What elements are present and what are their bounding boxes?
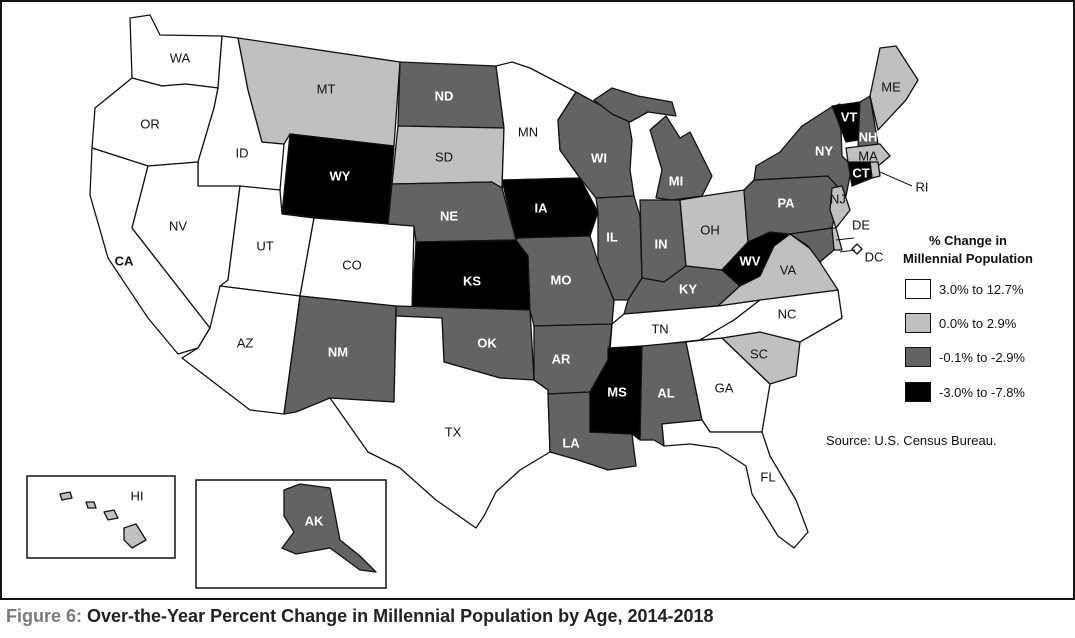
state-NY bbox=[753, 103, 853, 197]
figure-caption: Figure 6: Over-the-Year Percent Change i… bbox=[6, 606, 714, 627]
legend-label: 3.0% to 12.7% bbox=[939, 281, 1024, 297]
legend-swatch bbox=[905, 313, 931, 333]
legend-item: 3.0% to 12.7% bbox=[905, 278, 1024, 300]
legend-item: -3.0% to -7.8% bbox=[905, 381, 1025, 403]
legend-item: 0.0% to 2.9% bbox=[905, 312, 1016, 334]
label-NJ: NJ bbox=[830, 191, 846, 206]
label-NM: NM bbox=[328, 344, 348, 359]
label-VT: VT bbox=[841, 109, 858, 124]
legend-swatch bbox=[905, 347, 931, 367]
label-DE: DE bbox=[852, 217, 870, 232]
label-VA: VA bbox=[780, 262, 797, 277]
label-MT: MT bbox=[317, 81, 336, 96]
label-ND: ND bbox=[435, 88, 454, 103]
label-AL: AL bbox=[657, 385, 674, 400]
inset-alaska-box bbox=[195, 479, 387, 589]
label-TN: TN bbox=[651, 321, 668, 336]
state-WI bbox=[557, 91, 635, 199]
legend-title: % Change in Millennial Population bbox=[898, 232, 1038, 268]
label-OH: OH bbox=[700, 222, 720, 237]
label-WY: WY bbox=[330, 168, 351, 183]
label-OK: OK bbox=[477, 335, 497, 350]
state-MI bbox=[649, 115, 713, 201]
state-MD bbox=[789, 227, 835, 263]
state-MI-up bbox=[593, 87, 677, 123]
state-HI bbox=[123, 523, 147, 549]
label-MS: MS bbox=[607, 384, 627, 399]
legend-title-line1: % Change in bbox=[928, 233, 1007, 248]
label-NV: NV bbox=[169, 218, 187, 233]
label-TX: TX bbox=[445, 424, 462, 439]
dc-leader-line bbox=[839, 249, 856, 253]
us-map: WA OR CA ID NV MT WY UT AZ CO NM ND SD N… bbox=[26, 14, 929, 589]
state-HI-3 bbox=[85, 501, 97, 509]
label-WI: WI bbox=[591, 150, 607, 165]
label-NE: NE bbox=[440, 208, 458, 223]
label-OR: OR bbox=[140, 116, 160, 131]
inset-hawaii-box bbox=[26, 475, 176, 559]
state-DC bbox=[851, 243, 863, 255]
label-HI: HI bbox=[131, 488, 144, 503]
label-UT: UT bbox=[256, 238, 273, 253]
label-NC: NC bbox=[778, 306, 797, 321]
label-SC: SC bbox=[750, 346, 768, 361]
state-ME bbox=[869, 45, 919, 131]
label-ME: ME bbox=[881, 79, 901, 94]
label-DC: DC bbox=[865, 249, 884, 264]
legend-title-line2: Millennial Population bbox=[903, 251, 1033, 266]
legend-swatch bbox=[905, 279, 931, 299]
label-FL: FL bbox=[760, 469, 775, 484]
legend-label: 0.0% to 2.9% bbox=[939, 315, 1017, 331]
ri-leader-line bbox=[879, 171, 913, 187]
label-WV: WV bbox=[740, 253, 761, 268]
label-MA: MA bbox=[858, 148, 878, 163]
legend-swatch bbox=[905, 382, 931, 402]
label-CA: CA bbox=[115, 253, 134, 268]
label-LA: LA bbox=[562, 435, 580, 450]
state-IA bbox=[501, 177, 599, 241]
state-AK bbox=[281, 483, 377, 573]
state-HI-4 bbox=[59, 491, 73, 501]
label-IA: IA bbox=[535, 200, 549, 215]
label-MO: MO bbox=[551, 272, 572, 287]
md-leader-line bbox=[835, 237, 855, 241]
label-CT: CT bbox=[852, 165, 869, 180]
label-NH: NH bbox=[859, 129, 878, 144]
legend-label: -3.0% to -7.8% bbox=[939, 384, 1025, 400]
legend-item: -0.1% to -2.9% bbox=[905, 346, 1025, 368]
label-WA: WA bbox=[170, 50, 191, 65]
state-NC bbox=[699, 289, 843, 343]
legend-label: -0.1% to -2.9% bbox=[939, 349, 1025, 365]
state-FL bbox=[661, 419, 809, 549]
label-KS: KS bbox=[463, 273, 481, 288]
label-MN: MN bbox=[518, 124, 538, 139]
label-KY: KY bbox=[679, 281, 697, 296]
label-IL: IL bbox=[606, 229, 618, 244]
state-MA bbox=[845, 143, 891, 167]
label-SD: SD bbox=[435, 149, 453, 164]
label-ID: ID bbox=[236, 145, 249, 160]
caption-text: Over-the-Year Percent Change in Millenni… bbox=[82, 606, 714, 626]
label-GA: GA bbox=[715, 380, 734, 395]
label-PA: PA bbox=[777, 195, 795, 210]
label-IN: IN bbox=[655, 236, 668, 251]
state-TX bbox=[329, 315, 551, 529]
state-CT bbox=[847, 161, 873, 187]
state-HI-2 bbox=[103, 509, 119, 521]
label-CO: CO bbox=[342, 257, 362, 272]
label-AR: AR bbox=[552, 351, 571, 366]
label-RI: RI bbox=[916, 179, 929, 194]
label-MI: MI bbox=[669, 173, 683, 188]
state-NJ bbox=[829, 185, 851, 229]
caption-prefix: Figure 6: bbox=[6, 606, 83, 626]
label-AK: AK bbox=[305, 513, 324, 528]
label-MD: MD bbox=[859, 230, 879, 245]
label-NY: NY bbox=[815, 143, 833, 158]
source-note: Source: U.S. Census Bureau. bbox=[826, 433, 997, 448]
label-AZ: AZ bbox=[237, 335, 254, 350]
